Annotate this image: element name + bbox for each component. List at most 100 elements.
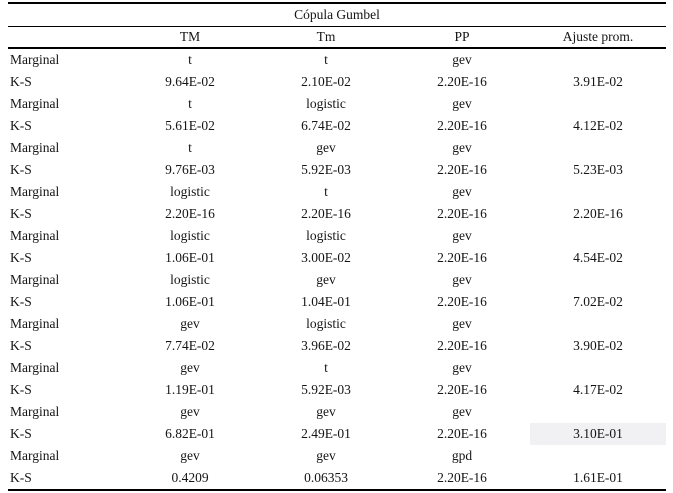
table-cell: gev (452, 140, 472, 155)
row-label: K-S (10, 382, 32, 397)
table-row: Marginal gev gev gev (8, 401, 666, 423)
row-label: Marginal (10, 404, 60, 419)
table-cell: 7.02E-02 (573, 294, 623, 309)
row-label: K-S (10, 162, 32, 177)
table-row: Marginal t t gev (8, 48, 666, 71)
table-cell: gev (452, 404, 472, 419)
table-cell (530, 48, 666, 71)
table-cell (530, 137, 666, 159)
table-cell: gev (452, 272, 472, 287)
table-cell: 3.96E-02 (301, 338, 351, 353)
table-cell: 2.20E-16 (437, 382, 487, 397)
table-cell: logistic (306, 96, 346, 111)
header-row: TM Tm PP Ajuste prom. (8, 26, 667, 49)
table-cell: t (324, 184, 328, 199)
row-label: K-S (10, 74, 32, 89)
row-label: K-S (10, 250, 32, 265)
row-label-header (8, 26, 122, 49)
table-row: K-S 1.06E-01 1.04E-01 2.20E-16 7.02E-02 (8, 291, 666, 313)
row-label: Marginal (10, 448, 60, 463)
table-cell: gpd (451, 448, 473, 463)
table-cell: 2.49E-01 (301, 426, 351, 441)
table-cell: 1.06E-01 (165, 294, 215, 309)
table-cell: 2.20E-16 (573, 206, 623, 221)
table-cell: gev (452, 96, 472, 111)
table-cell: gev (180, 448, 200, 463)
table-cell: 5.92E-03 (301, 382, 351, 397)
table-cell: 9.76E-03 (165, 162, 215, 177)
table-cell: 1.19E-01 (165, 382, 215, 397)
table-cell: gev (452, 228, 472, 243)
table-row: K-S 0.4209 0.06353 2.20E-16 1.61E-01 (8, 467, 667, 491)
table-cell: logistic (170, 184, 210, 199)
table-cell: gev (452, 360, 472, 375)
row-label: Marginal (10, 140, 60, 155)
table-cell: 2.20E-16 (437, 294, 487, 309)
row-label: Marginal (10, 360, 60, 375)
table-row: Marginal logistic t gev (8, 181, 666, 203)
table-cell: 2.20E-16 (165, 206, 215, 221)
table-row: K-S 9.64E-02 2.10E-02 2.20E-16 3.91E-02 (8, 71, 666, 93)
table-cell: 2.10E-02 (301, 74, 351, 89)
copula-gumbel-table: Cópula Gumbel TM Tm PP Ajuste prom. Margina… (8, 2, 667, 491)
table-cell: 2.20E-16 (437, 206, 487, 221)
table-cell: t (324, 360, 328, 375)
title-row: Cópula Gumbel (8, 2, 667, 27)
table-cell: 5.23E-03 (573, 162, 623, 177)
table-cell: t (188, 96, 192, 111)
table-cell: 2.20E-16 (437, 338, 487, 353)
table-cell (530, 269, 666, 291)
row-label: K-S (10, 206, 32, 221)
table-cell: 4.54E-02 (573, 250, 623, 265)
table-cell (530, 445, 666, 467)
table-row: K-S 1.19E-01 5.92E-03 2.20E-16 4.17E-02 (8, 379, 666, 401)
table-cell: gev (452, 316, 472, 331)
row-label: Marginal (10, 316, 60, 331)
table-cell: logistic (170, 228, 210, 243)
table-cell: gev (316, 140, 336, 155)
row-label: Marginal (10, 184, 60, 199)
table-row: K-S 9.76E-03 5.92E-03 2.20E-16 5.23E-03 (8, 159, 666, 181)
table-cell: 9.64E-02 (165, 74, 215, 89)
table-title: Cópula Gumbel (8, 2, 667, 27)
table-row: K-S 7.74E-02 3.96E-02 2.20E-16 3.90E-02 (8, 335, 666, 357)
row-label: K-S (8, 467, 122, 491)
table-cell: 2.20E-16 (437, 74, 487, 89)
table-cell: 0.4209 (122, 467, 258, 491)
table-cell: 1.61E-01 (530, 467, 667, 491)
table-cell: 6.82E-01 (165, 426, 215, 441)
row-label: Marginal (10, 96, 60, 111)
table-cell: 1.06E-01 (165, 250, 215, 265)
table-cell: t (188, 140, 192, 155)
table-cell: gev (316, 404, 336, 419)
table-row: Marginal gev gev gpd (8, 445, 666, 467)
table-cell (530, 401, 666, 423)
table-cell: gev (316, 448, 336, 463)
row-label: Marginal (10, 228, 60, 243)
table-cell: logistic (306, 228, 346, 243)
table-row: K-S 5.61E-02 6.74E-02 2.20E-16 4.12E-02 (8, 115, 666, 137)
table-row: K-S 2.20E-16 2.20E-16 2.20E-16 2.20E-16 (8, 203, 666, 225)
table-cell: gev (180, 316, 200, 331)
column-header-tm: TM (122, 26, 258, 49)
table-body: Marginal t t gev K-S 9.64E-02 2.10E-02 2.20E-16… (8, 48, 667, 491)
table-cell: 4.12E-02 (573, 118, 623, 133)
highlighted-cell: 3.10E-01 (530, 423, 667, 445)
table-cell: 7.74E-02 (165, 338, 215, 353)
table-cell: logistic (170, 272, 210, 287)
table-cell: gev (180, 404, 200, 419)
table-row: K-S 6.82E-01 2.49E-01 2.20E-16 3.10E-01 (8, 423, 667, 445)
table-cell: logistic (306, 316, 346, 331)
table-cell: 5.61E-02 (165, 118, 215, 133)
table-cell: 3.91E-02 (573, 74, 623, 89)
table-row: K-S 1.06E-01 3.00E-02 2.20E-16 4.54E-02 (8, 247, 666, 269)
row-label: Marginal (10, 52, 60, 67)
table-cell: gev (452, 52, 472, 67)
table-cell: 2.20E-16 (437, 118, 487, 133)
table-cell: 1.04E-01 (301, 294, 351, 309)
table-cell: gev (452, 184, 472, 199)
table-cell: 2.20E-16 (437, 162, 487, 177)
row-label: K-S (10, 294, 32, 309)
row-label: K-S (10, 338, 32, 353)
